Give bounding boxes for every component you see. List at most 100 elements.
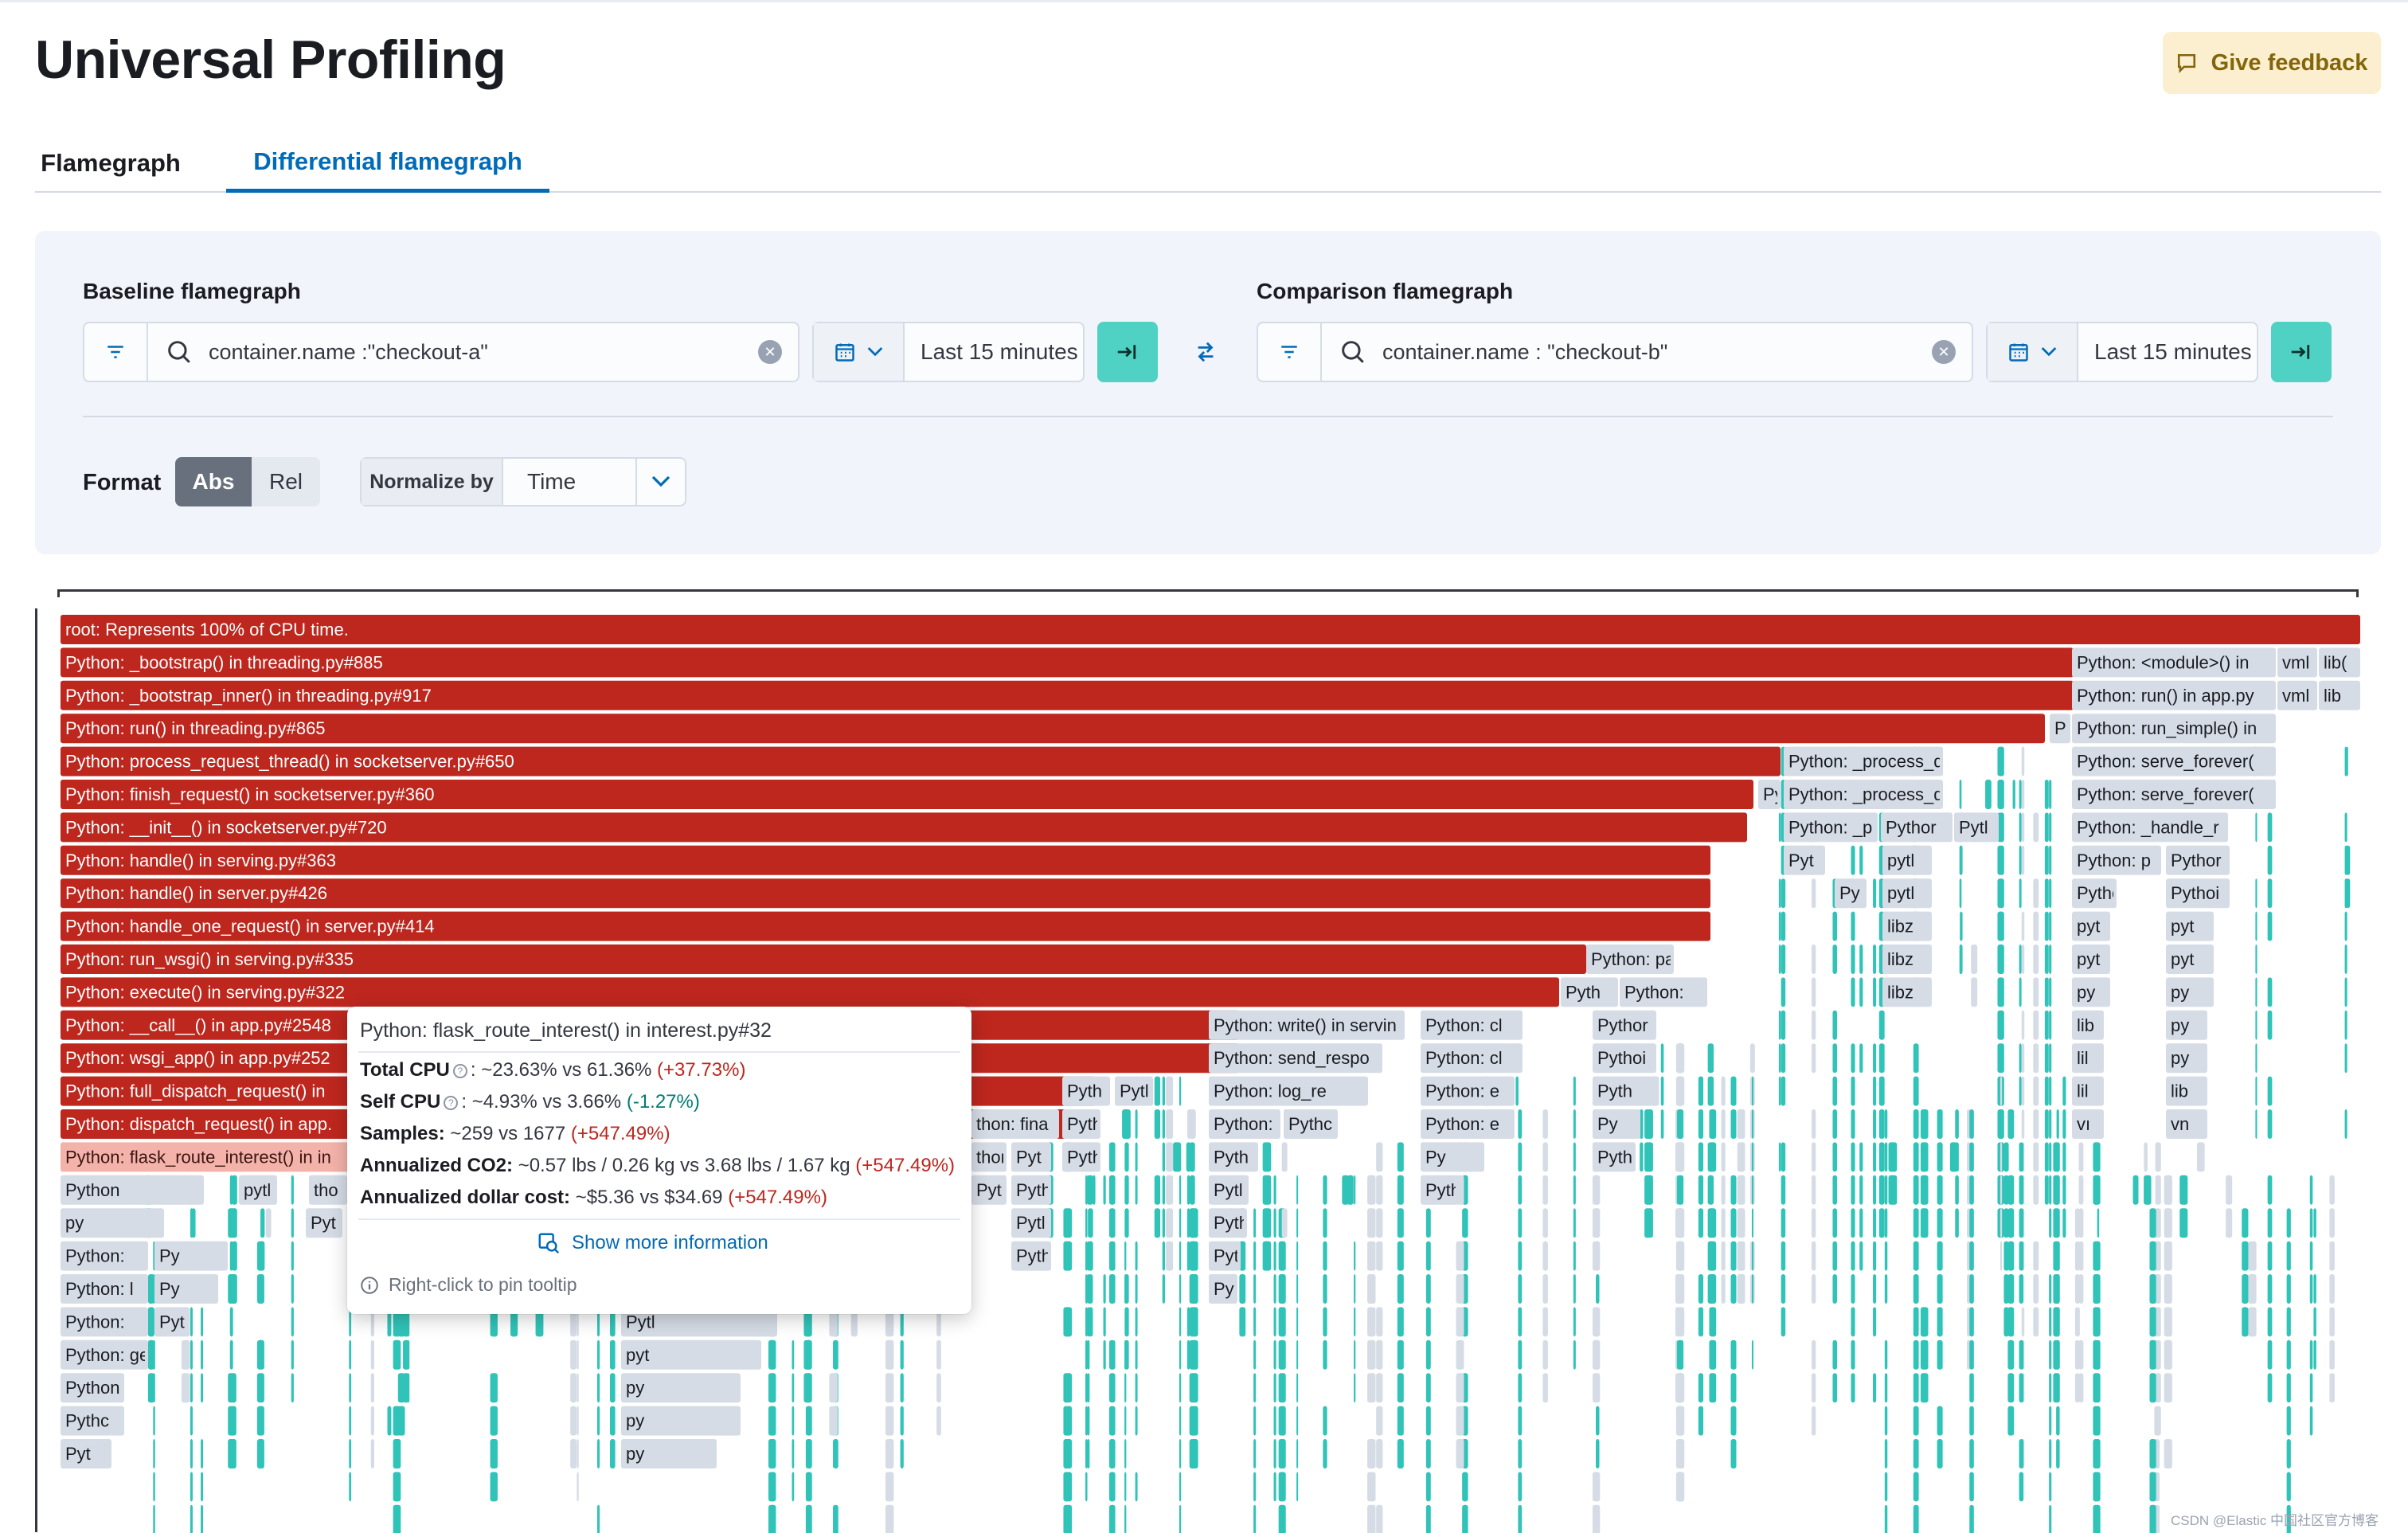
flame-sliver[interactable] [2044,1010,2049,1040]
flame-sliver[interactable] [1518,1175,1523,1205]
flame-sliver[interactable] [1778,1010,1781,1040]
flame-sliver[interactable] [2007,1175,2015,1205]
flame-sliver[interactable] [291,1208,294,1238]
flame-frame[interactable] [1011,1175,1051,1205]
flame-sliver[interactable] [1273,1373,1276,1403]
flame-sliver[interactable] [2093,1472,2101,1502]
flame-sliver[interactable] [1162,1076,1166,1106]
flame-sliver[interactable] [2267,1010,2273,1040]
flame-sliver[interactable] [1751,1208,1753,1238]
flame-sliver[interactable] [1969,1109,1974,1139]
flame-sliver[interactable] [191,1208,196,1238]
flame-frame[interactable] [61,1175,204,1205]
flame-sliver[interactable] [1721,1208,1726,1238]
flame-sliver[interactable] [256,1241,264,1271]
flame-sliver[interactable] [1088,1307,1093,1337]
flame-sliver[interactable] [2286,1241,2291,1271]
flame-sliver[interactable] [1859,845,1863,875]
flame-sliver[interactable] [570,1373,577,1403]
flame-frame[interactable] [1784,746,1943,776]
flame-sliver[interactable] [1675,1439,1685,1468]
flame-sliver[interactable] [1873,1043,1877,1073]
flame-sliver[interactable] [1595,1439,1600,1468]
flame-sliver[interactable] [2012,780,2015,809]
flame-sliver[interactable] [1354,1373,1356,1403]
flame-sliver[interactable] [147,1274,154,1304]
flame-sliver[interactable] [597,1373,600,1403]
flame-sliver[interactable] [2000,1076,2003,1106]
flame-sliver[interactable] [2049,845,2052,875]
flame-sliver[interactable] [2007,1339,2015,1370]
flame-sliver[interactable] [1811,1241,1816,1271]
comparison-clear-button[interactable]: ✕ [1932,340,1956,364]
flame-sliver[interactable] [2329,1208,2335,1238]
flame-sliver[interactable] [1730,1339,1737,1370]
flame-sliver[interactable] [1296,1175,1299,1205]
flame-sliver[interactable] [1969,1241,1974,1271]
flame-frame[interactable] [1586,944,1674,974]
flame-frame[interactable] [1784,812,1878,843]
tab-differential-flamegraph[interactable]: Differential flamegraph [226,134,549,193]
flame-sliver[interactable] [1913,1241,1919,1271]
flame-sliver[interactable] [1135,1472,1138,1502]
flame-sliver[interactable] [1707,1142,1714,1172]
flame-sliver[interactable] [1832,1175,1837,1205]
flame-sliver[interactable] [2053,1339,2060,1370]
flame-sliver[interactable] [1811,1208,1816,1238]
flame-sliver[interactable] [1730,1373,1737,1403]
flame-sliver[interactable] [510,1307,518,1337]
flame-sliver[interactable] [2267,1109,2273,1139]
flame-sliver[interactable] [1085,1373,1088,1403]
flame-sliver[interactable] [2093,1241,2101,1271]
flame-frame[interactable] [621,1373,741,1403]
flame-sliver[interactable] [1920,1307,1929,1337]
flame-sliver[interactable] [1781,977,1786,1007]
flame-sliver[interactable] [2267,1373,2273,1403]
flame-sliver[interactable] [2313,1274,2316,1304]
flame-sliver[interactable] [490,1406,498,1436]
flame-sliver[interactable] [2286,1208,2291,1238]
flame-sliver[interactable] [2019,1339,2024,1370]
flame-frame[interactable] [1209,1274,1237,1304]
flame-sliver[interactable] [2286,1439,2291,1468]
flame-sliver[interactable] [1135,1373,1138,1403]
flame-sliver[interactable] [833,1504,838,1533]
flame-sliver[interactable] [1751,1142,1753,1172]
flame-sliver[interactable] [1063,1307,1073,1337]
flame-frame[interactable] [2072,1109,2104,1139]
flame-sliver[interactable] [1884,1109,1888,1139]
flame-sliver[interactable] [1542,1142,1548,1172]
flame-sliver[interactable] [597,1439,600,1468]
flame-sliver[interactable] [1969,1142,1974,1172]
flame-sliver[interactable] [792,1339,795,1370]
flame-sliver[interactable] [1103,1274,1106,1304]
flame-sliver[interactable] [1851,1109,1855,1139]
flame-sliver[interactable] [1737,1241,1745,1271]
flame-sliver[interactable] [1573,1241,1576,1271]
flame-sliver[interactable] [1851,1373,1855,1403]
flame-frame[interactable] [2166,1010,2207,1040]
flame-sliver[interactable] [1778,1142,1781,1172]
flame-sliver[interactable] [2033,1241,2039,1271]
flame-sliver[interactable] [2021,1109,2025,1139]
flame-sliver[interactable] [2056,1439,2060,1468]
flame-sliver[interactable] [1273,1274,1276,1304]
flame-frame[interactable] [2166,1076,2207,1106]
flame-sliver[interactable] [833,1339,838,1370]
flame-sliver[interactable] [2049,1339,2052,1370]
flame-sliver[interactable] [2164,1339,2172,1370]
flame-sliver[interactable] [2078,1175,2084,1205]
flame-sliver[interactable] [1811,944,1816,974]
help-icon[interactable]: ? [444,1096,459,1110]
flame-frame[interactable] [1209,1142,1258,1172]
flame-sliver[interactable] [1063,1373,1073,1403]
flame-sliver[interactable] [1811,1043,1816,1073]
flame-sliver[interactable] [2248,1307,2257,1337]
flame-sliver[interactable] [2093,1373,2101,1403]
flame-sliver[interactable] [2286,1274,2291,1304]
flame-frame[interactable] [2166,878,2230,909]
flame-sliver[interactable] [2344,944,2347,974]
flame-sliver[interactable] [1456,1274,1464,1304]
flame-sliver[interactable] [577,1439,579,1468]
flame-sliver[interactable] [1707,1274,1714,1304]
